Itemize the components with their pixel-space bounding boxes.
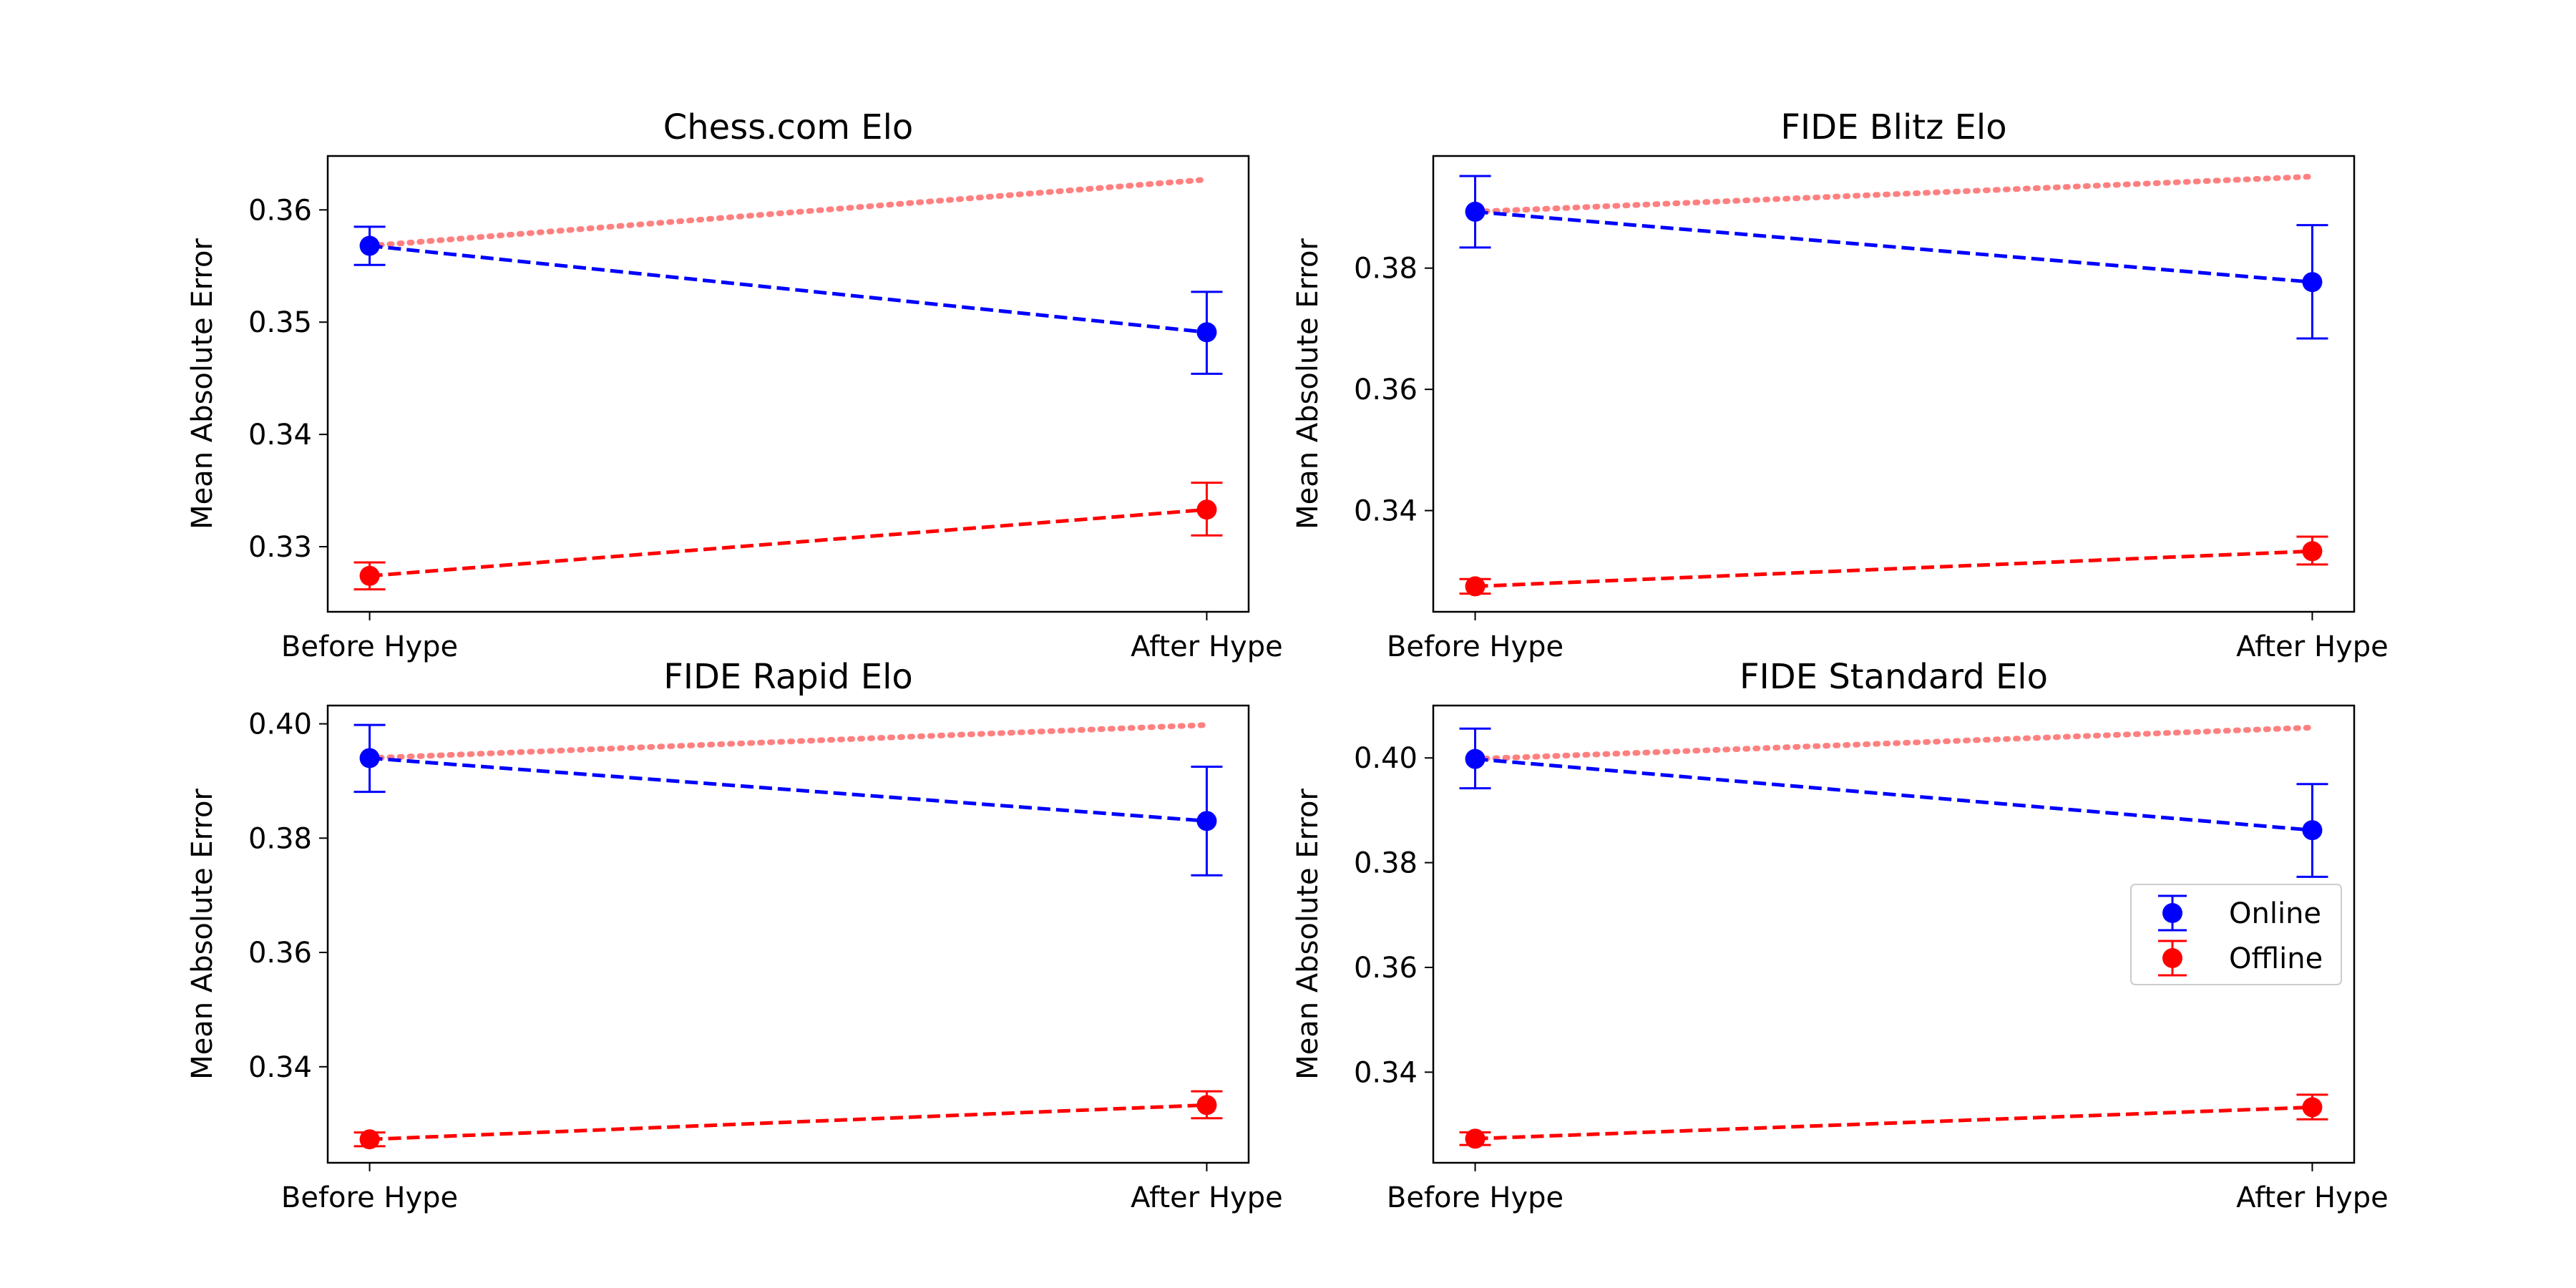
y-tick-label: 0.33: [248, 531, 312, 564]
legend-marker: [2162, 903, 2182, 923]
online-point: [359, 235, 380, 256]
projection-line: [366, 722, 1210, 761]
online-point: [1465, 748, 1485, 769]
legend-item-online: Online: [2158, 894, 2321, 932]
online-line: [1475, 210, 2313, 284]
online-line: [369, 244, 1207, 334]
legend-box: [2130, 884, 2342, 985]
x-tick-label: Before Hype: [281, 630, 458, 663]
legend-label: Online: [2229, 897, 2321, 930]
online-point: [359, 748, 380, 769]
online-point: [2302, 820, 2323, 841]
series-projection: [366, 176, 1210, 249]
y-tick-label: 0.34: [248, 419, 312, 452]
series-offline: [1459, 1093, 2328, 1149]
offline-point: [1465, 1128, 1485, 1149]
panel-title: FIDE Standard Elo: [1740, 657, 2048, 697]
offline-line: [369, 1103, 1207, 1141]
plot-frame: [326, 704, 1250, 1164]
series-offline: [353, 482, 1223, 591]
y-tick-label: 0.36: [1354, 952, 1418, 985]
x-tick-label: After Hype: [1131, 1181, 1283, 1214]
series-offline: [1459, 535, 2328, 597]
offline-line: [369, 507, 1207, 578]
online-point: [1465, 201, 1485, 222]
x-tick-label: After Hype: [2236, 630, 2389, 663]
online-line: [1475, 757, 2313, 832]
y-tick-label: 0.38: [248, 822, 312, 855]
offline-point: [1196, 499, 1217, 520]
series-projection: [1472, 724, 2316, 762]
panel-title: Chess.com Elo: [663, 107, 914, 147]
y-tick-label: 0.38: [1354, 253, 1418, 286]
y-axis-label: Mean Absolute Error: [186, 789, 219, 1080]
series-online: [1459, 175, 2328, 340]
panel-title: FIDE Rapid Elo: [663, 657, 913, 697]
y-tick-label: 0.38: [1354, 847, 1418, 880]
legend-label: Offline: [2229, 942, 2323, 975]
y-tick-label: 0.34: [1354, 1056, 1418, 1089]
y-tick-label: 0.34: [1354, 495, 1418, 528]
offline-point: [359, 1129, 380, 1150]
plot-frame: [1432, 155, 2356, 613]
projection-line: [1472, 724, 2316, 762]
legend: Online Offline: [2130, 884, 2342, 985]
x-tick-label: Before Hype: [1387, 630, 1563, 663]
subplot-3: FIDE Rapid Elo Mean Absolute Error 0.34 0.3…: [186, 657, 1283, 1214]
offline-point: [1196, 1095, 1217, 1116]
online-point: [1196, 811, 1217, 831]
x-tick-label: Before Hype: [281, 1181, 458, 1214]
offline-point: [359, 565, 380, 586]
offline-point: [1465, 576, 1485, 597]
y-axis-label: Mean Absolute Error: [1292, 789, 1324, 1080]
online-line: [369, 756, 1207, 823]
x-tick-label: Before Hype: [1387, 1181, 1563, 1214]
y-tick-label: 0.40: [1354, 742, 1418, 775]
series-projection: [1472, 173, 2316, 215]
offline-line: [1475, 1105, 2313, 1141]
y-tick-label: 0.34: [248, 1051, 312, 1084]
y-axis-label: Mean Absolute Error: [1292, 238, 1324, 530]
series-projection: [366, 722, 1210, 761]
y-tick-label: 0.36: [248, 937, 312, 970]
plot-frame: [1432, 704, 2356, 1164]
legend-marker: [2162, 948, 2182, 968]
offline-point: [2302, 541, 2323, 562]
y-tick-label: 0.36: [1354, 374, 1418, 406]
offline-point: [2302, 1097, 2323, 1118]
online-point: [2302, 272, 2323, 293]
y-tick-label: 0.36: [248, 194, 312, 227]
subplots: Chess.com Elo Mean Absolute Error 0.33 0.34…: [186, 107, 2389, 1214]
series-online: [1459, 727, 2328, 878]
projection-line: [1472, 173, 2316, 215]
online-point: [1196, 322, 1217, 343]
projection-line: [366, 176, 1210, 249]
series-offline: [353, 1090, 1223, 1150]
x-tick-label: After Hype: [1131, 630, 1283, 663]
plot-frame: [326, 155, 1250, 613]
legend-item-offline: Offline: [2158, 940, 2323, 977]
x-tick-label: After Hype: [2236, 1181, 2389, 1214]
panel-title: FIDE Blitz Elo: [1780, 107, 2006, 147]
y-tick-label: 0.35: [248, 306, 312, 339]
series-online: [353, 225, 1223, 375]
series-online: [353, 723, 1223, 877]
subplot-4: FIDE Standard Elo Mean Absolute Error 0.34…: [1292, 657, 2389, 1214]
subplot-2: FIDE Blitz Elo Mean Absolute Error 0.34 0.3…: [1292, 107, 2389, 663]
offline-line: [1475, 549, 2313, 588]
y-tick-label: 0.40: [248, 708, 312, 741]
y-axis-label: Mean Absolute Error: [186, 238, 219, 530]
subplot-1: Chess.com Elo Mean Absolute Error 0.33 0.34…: [186, 107, 1283, 663]
